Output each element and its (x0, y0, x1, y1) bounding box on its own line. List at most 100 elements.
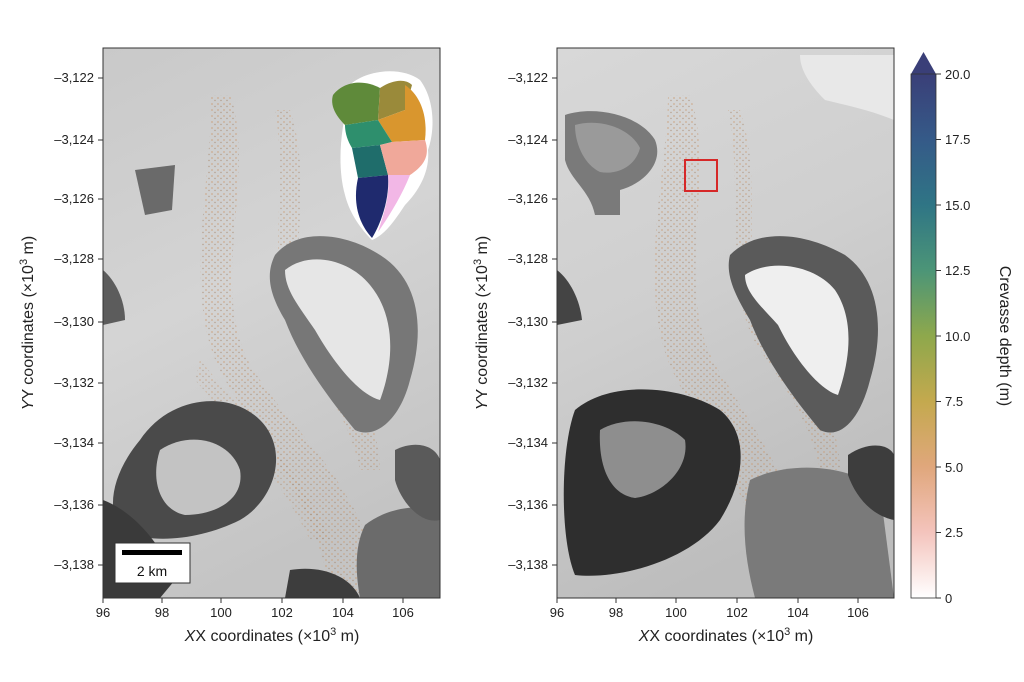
svg-text:104: 104 (787, 605, 809, 620)
svg-text:10.0: 10.0 (945, 329, 970, 344)
svg-text:104: 104 (332, 605, 354, 620)
left-y-tick: –3,122 (54, 70, 103, 85)
svg-text:–3,130: –3,130 (508, 314, 548, 329)
colorbar-tick: 0 (936, 591, 952, 606)
left-y-tick: –3,136 (54, 497, 103, 512)
colorbar-tick: 2.5 (936, 525, 963, 540)
left-y-tick: –3,132 (54, 375, 103, 390)
svg-text:7.5: 7.5 (945, 394, 963, 409)
svg-text:–3,138: –3,138 (54, 557, 94, 572)
svg-text:102: 102 (726, 605, 748, 620)
svg-text:100: 100 (665, 605, 687, 620)
svg-text:5.0: 5.0 (945, 460, 963, 475)
right-x-tick: 106 (847, 598, 869, 620)
colorbar-tick: 10.0 (936, 329, 970, 344)
right-y-tick: –3,132 (508, 375, 557, 390)
colorbar-tick: 12.5 (936, 263, 970, 278)
left-y-axis-label: YY coordinates (×103 m) (18, 236, 37, 410)
left-y-tick: –3,128 (54, 251, 103, 266)
svg-text:96: 96 (96, 605, 110, 620)
svg-text:98: 98 (609, 605, 623, 620)
right-map-panel: –3,122 –3,124 –3,126 –3,128 –3,130 –3,13… (472, 47, 895, 645)
left-x-tick: 106 (392, 598, 414, 620)
right-x-tick: 104 (787, 598, 809, 620)
svg-text:–3,132: –3,132 (54, 375, 94, 390)
right-y-tick: –3,130 (508, 314, 557, 329)
svg-text:–3,128: –3,128 (508, 251, 548, 266)
scale-bar-label: 2 km (137, 563, 167, 579)
right-plot-frame (556, 47, 895, 599)
svg-text:–3,134: –3,134 (54, 435, 94, 450)
left-y-tick: –3,126 (54, 191, 103, 206)
colorbar-label: Crevasse depth (m) (996, 266, 1013, 407)
svg-text:98: 98 (155, 605, 169, 620)
svg-text:–3,122: –3,122 (54, 70, 94, 85)
svg-text:–3,136: –3,136 (54, 497, 94, 512)
right-x-tick: 98 (609, 598, 623, 620)
highlight-box (684, 159, 718, 192)
svg-text:–3,132: –3,132 (508, 375, 548, 390)
colorbar-tick: 7.5 (936, 394, 963, 409)
left-y-axis: –3,122 –3,124 –3,126 –3,128 –3,130 –3,13… (54, 70, 103, 572)
svg-text:–3,126: –3,126 (54, 191, 94, 206)
colorbar-tick: 20.0 (936, 67, 970, 82)
colorbar-tick: 5.0 (936, 460, 963, 475)
right-y-tick: –3,122 (508, 70, 557, 85)
left-x-tick: 102 (271, 598, 293, 620)
svg-text:15.0: 15.0 (945, 198, 970, 213)
left-x-axis-label: XX coordinates (×103 m) (184, 626, 360, 645)
colorbar-ticks: 20.0 17.5 15.0 12.5 10.0 7.5 5.0 2.5 0 (936, 67, 970, 606)
left-plot-frame (102, 47, 441, 599)
right-y-axis-label: YY coordinates (×103 m) (472, 236, 491, 410)
left-x-tick: 104 (332, 598, 354, 620)
right-x-tick: 96 (550, 598, 564, 620)
right-y-tick: –3,136 (508, 497, 557, 512)
svg-text:–3,128: –3,128 (54, 251, 94, 266)
left-x-tick: 100 (210, 598, 232, 620)
left-map-image (103, 48, 440, 598)
svg-text:–3,134: –3,134 (508, 435, 548, 450)
right-y-tick: –3,126 (508, 191, 557, 206)
colorbar: 20.0 17.5 15.0 12.5 10.0 7.5 5.0 2.5 0 C… (910, 52, 1013, 606)
svg-text:106: 106 (392, 605, 414, 620)
left-x-axis: 96 98 100 102 104 106 (96, 598, 414, 620)
left-x-tick: 98 (155, 598, 169, 620)
right-y-tick: –3,138 (508, 557, 557, 572)
colorbar-tick: 15.0 (936, 198, 970, 213)
svg-text:–3,124: –3,124 (508, 132, 548, 147)
right-y-tick: –3,134 (508, 435, 557, 450)
right-x-tick: 100 (665, 598, 687, 620)
svg-text:100: 100 (210, 605, 232, 620)
svg-text:20.0: 20.0 (945, 67, 970, 82)
svg-text:–3,130: –3,130 (54, 314, 94, 329)
greenland-inset-map (332, 71, 433, 240)
right-x-axis-label: XX coordinates (×103 m) (638, 626, 814, 645)
scale-bar: 2 km (114, 542, 191, 584)
left-y-tick: –3,138 (54, 557, 103, 572)
right-y-axis: –3,122 –3,124 –3,126 –3,128 –3,130 –3,13… (508, 70, 557, 572)
right-y-tick: –3,128 (508, 251, 557, 266)
left-y-tick: –3,124 (54, 132, 103, 147)
svg-text:2.5: 2.5 (945, 525, 963, 540)
right-x-tick: 102 (726, 598, 748, 620)
svg-text:0: 0 (945, 591, 952, 606)
colorbar-tick: 17.5 (936, 132, 970, 147)
svg-text:–3,138: –3,138 (508, 557, 548, 572)
right-x-axis: 96 98 100 102 104 106 (550, 598, 869, 620)
right-map-image (557, 48, 894, 598)
right-y-tick: –3,124 (508, 132, 557, 147)
svg-text:102: 102 (271, 605, 293, 620)
svg-text:12.5: 12.5 (945, 263, 970, 278)
colorbar-bar (910, 73, 937, 599)
svg-text:96: 96 (550, 605, 564, 620)
svg-text:106: 106 (847, 605, 869, 620)
svg-text:–3,122: –3,122 (508, 70, 548, 85)
left-y-tick: –3,130 (54, 314, 103, 329)
left-x-tick: 96 (96, 598, 110, 620)
svg-text:–3,136: –3,136 (508, 497, 548, 512)
left-map-panel: 2 km –3,122 –3,124 –3,126 –3,128 –3,130 … (18, 47, 441, 645)
svg-text:17.5: 17.5 (945, 132, 970, 147)
colorbar-extend-arrow (911, 52, 936, 74)
svg-text:–3,126: –3,126 (508, 191, 548, 206)
